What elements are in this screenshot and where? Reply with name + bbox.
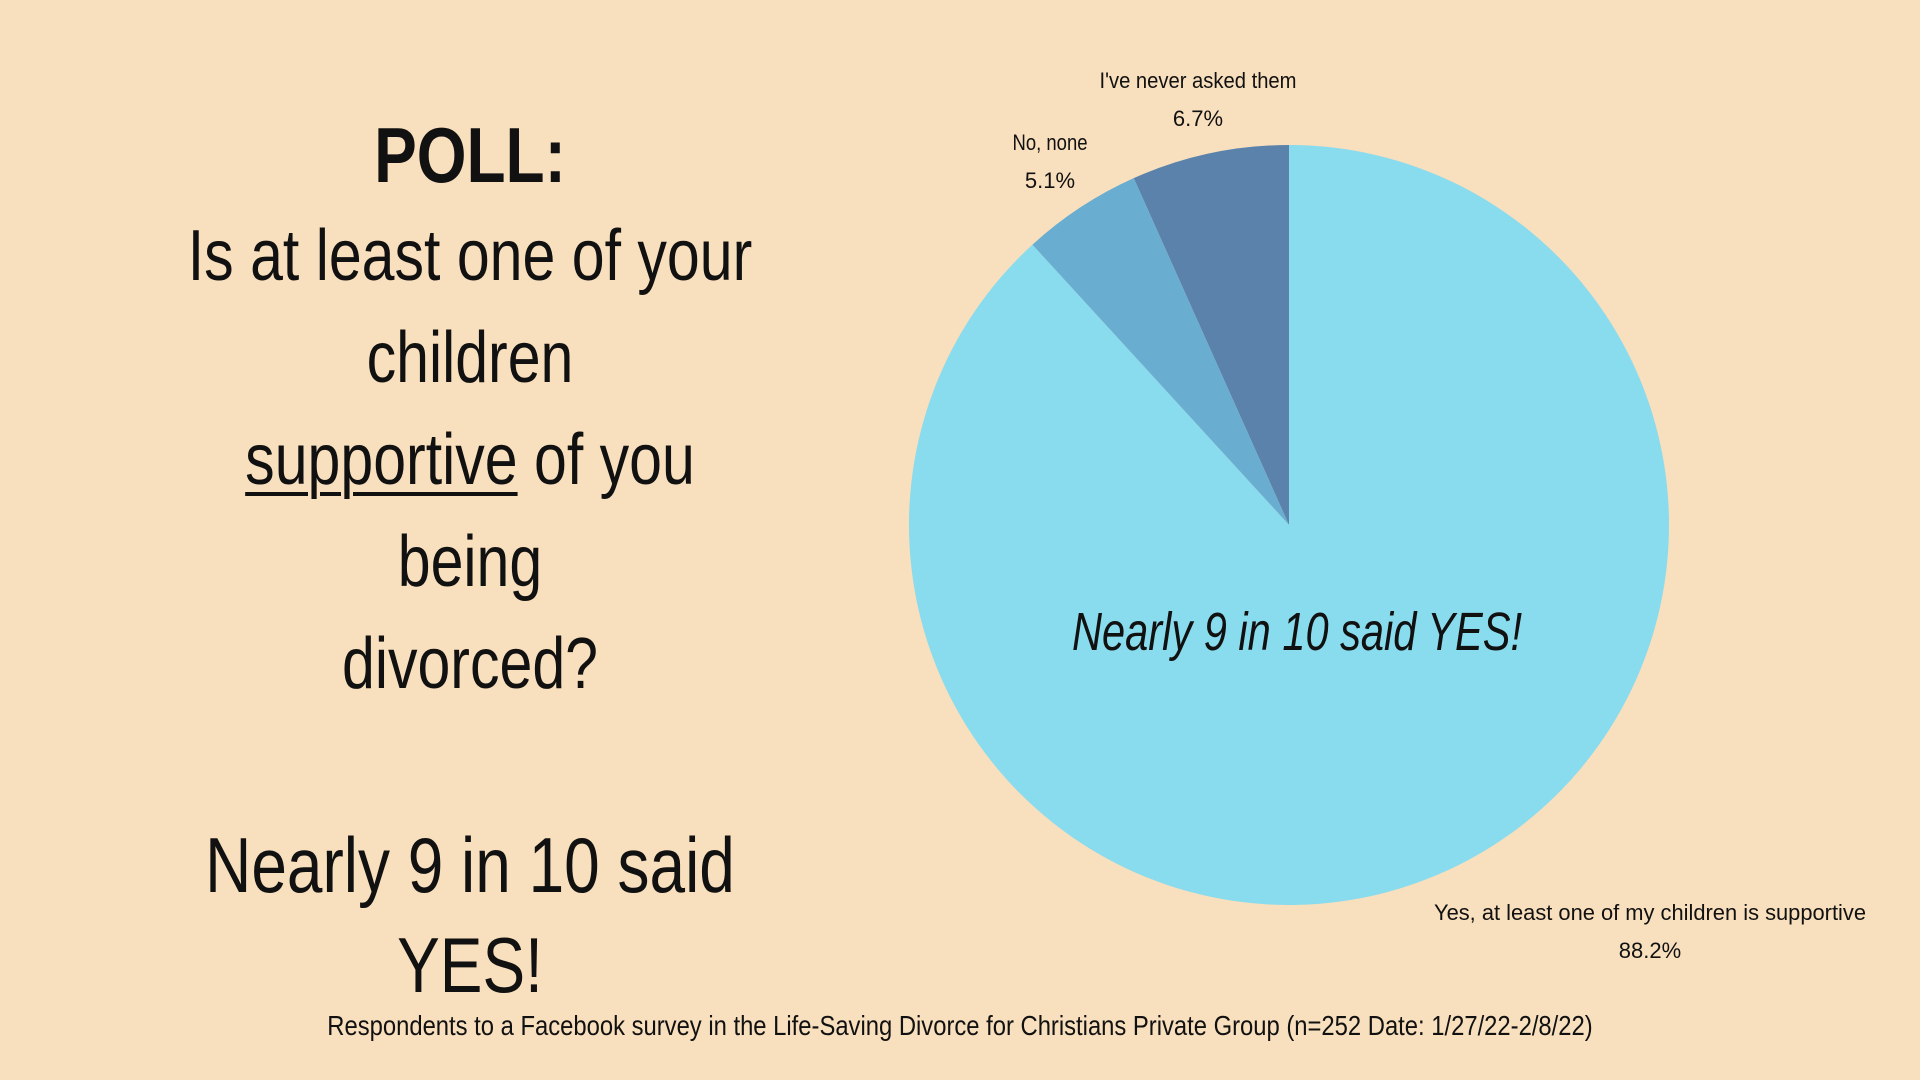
question-underlined-word: supportive <box>245 420 518 500</box>
question-line-3-rest: of you being <box>397 420 695 602</box>
question-line-3: supportive of you being <box>167 409 774 613</box>
pie-slice-3 <box>909 145 1670 905</box>
pie-slice-1 <box>1133 145 1289 525</box>
pie-slice-2 <box>1032 178 1289 526</box>
survey-footnote: Respondents to a Facebook survey in the … <box>327 1010 1593 1041</box>
question-line-1: Is at least one of your <box>187 216 753 296</box>
question-line-4: divorced? <box>342 624 598 704</box>
slice-value-1: 6.7% <box>1173 106 1223 131</box>
question-line-2: children <box>366 318 574 398</box>
slice-label-3: Yes, at least one of my children is supp… <box>1434 900 1866 925</box>
slice-value-3: 88.2% <box>1619 938 1681 963</box>
slice-label-2: No, none <box>1013 130 1088 155</box>
poll-label: POLL: <box>374 111 566 199</box>
poll-question: Is at least one of your children support… <box>167 205 774 715</box>
slice-value-2: 5.1% <box>1025 168 1075 193</box>
poll-answer: Nearly 9 in 10 said YES! <box>205 821 735 1009</box>
slice-label-1: I've never asked them <box>1100 68 1297 93</box>
pie-center-annotation: Nearly 9 in 10 said YES! <box>1072 602 1522 662</box>
question-panel: POLL: Is at least one of your children s… <box>167 105 774 1015</box>
